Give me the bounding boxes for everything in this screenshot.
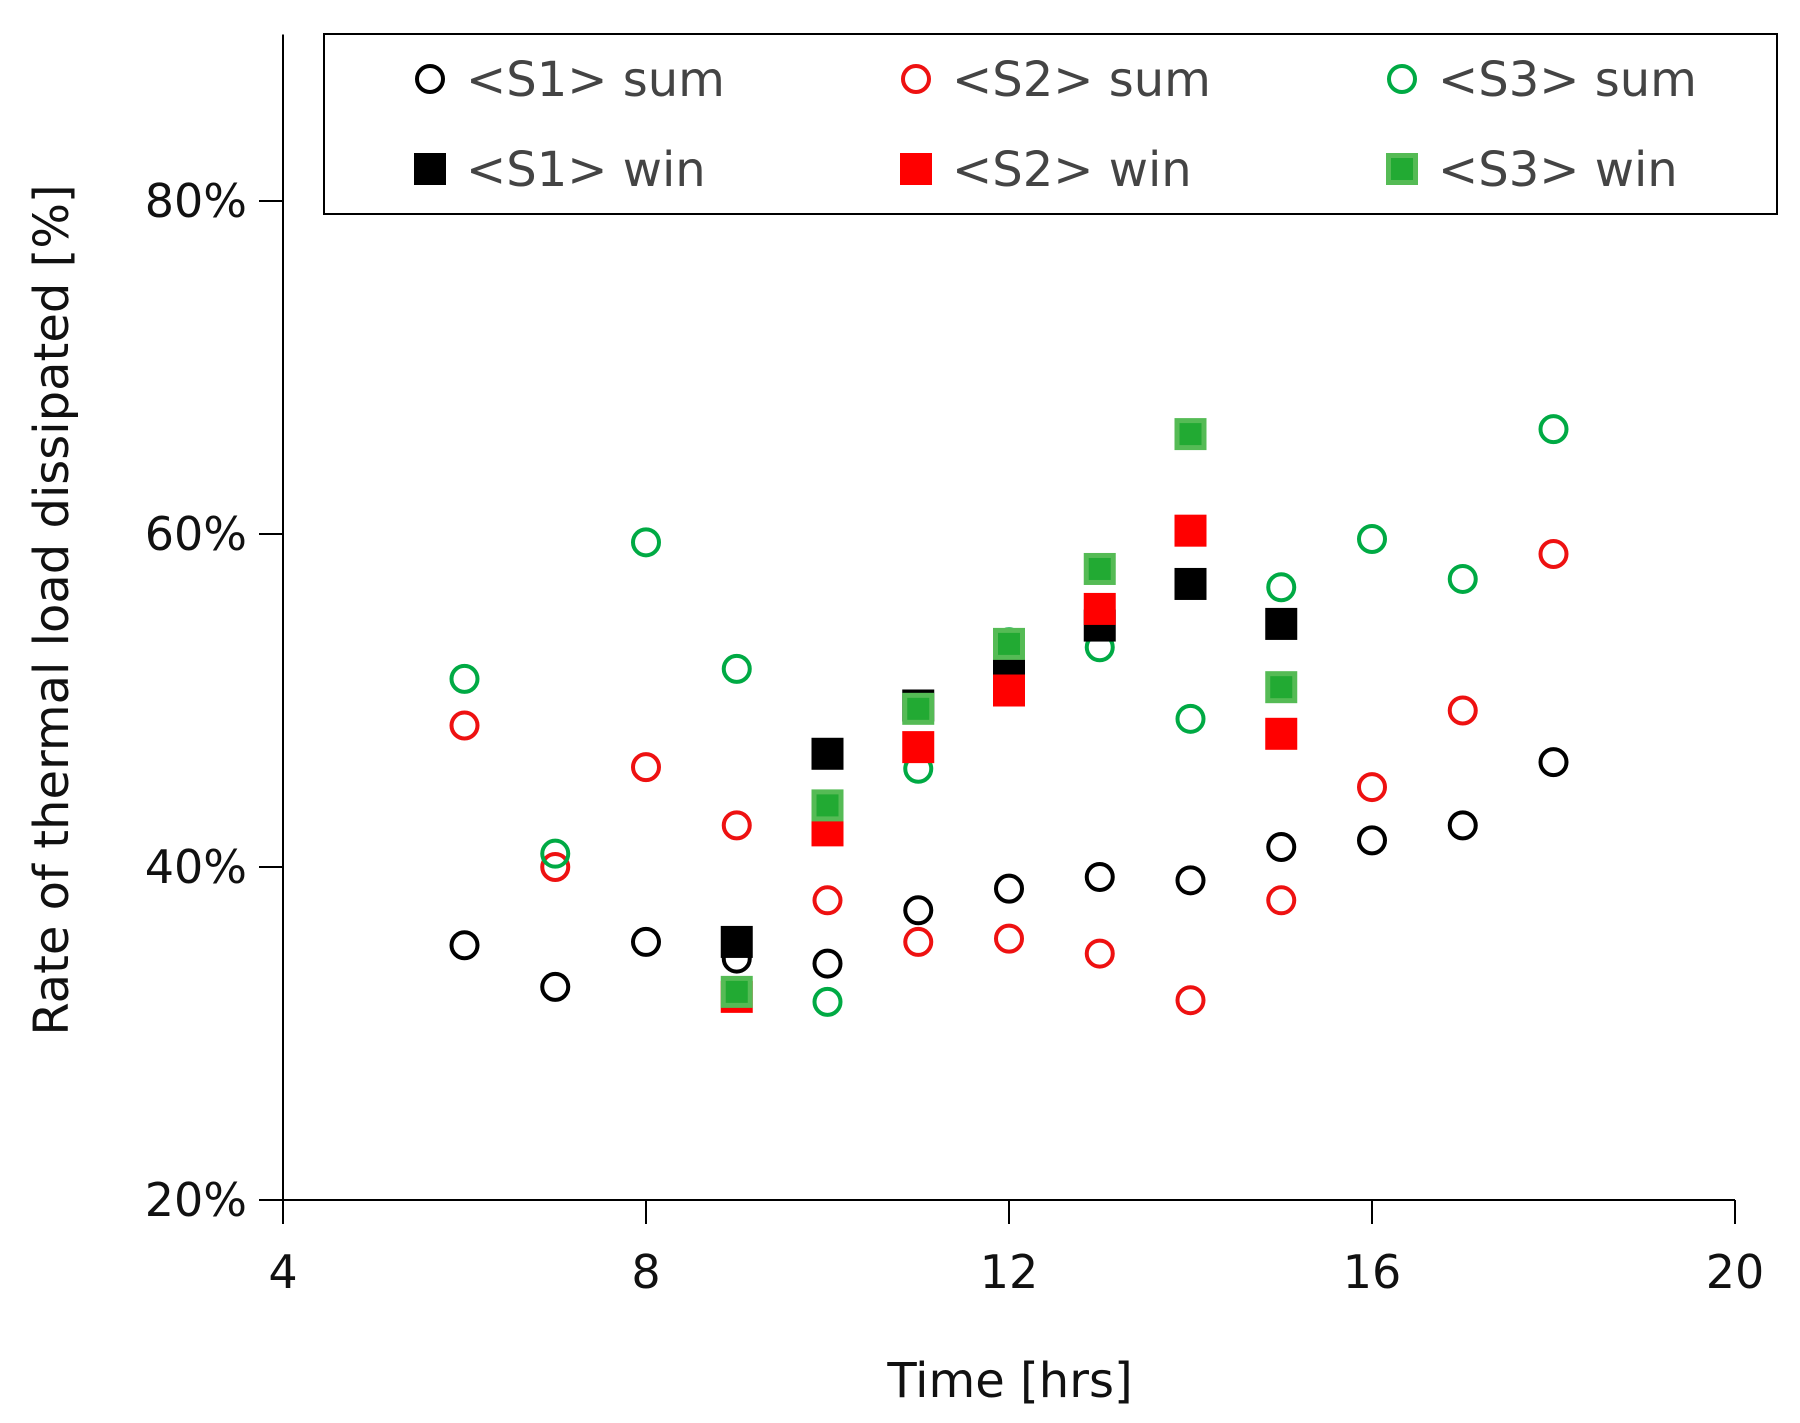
y-tick-label: 80%: [145, 174, 247, 228]
point-s3-sum: [540, 838, 571, 869]
point-s1-sum: [1447, 810, 1478, 841]
point-s1-win: [720, 925, 753, 958]
point-s1-sum: [1084, 861, 1115, 892]
point-s2-win: [1174, 514, 1207, 547]
point-s2-sum: [903, 926, 934, 957]
point-s1-sum: [540, 971, 571, 1002]
legend-marker-s2-sum: [901, 64, 931, 94]
point-s3-sum: [631, 527, 661, 558]
y-tick-label: 20%: [145, 1173, 247, 1227]
point-s1-win: [811, 737, 844, 770]
point-s1-sum: [1357, 825, 1387, 856]
point-s2-sum: [1538, 538, 1569, 569]
point-s2-sum: [449, 710, 480, 741]
point-s1-sum: [1266, 832, 1297, 863]
point-s2-sum: [1357, 772, 1387, 803]
point-s2-sum: [1266, 885, 1297, 916]
point-s3-sum: [812, 986, 843, 1017]
point-s3-sum: [449, 663, 480, 694]
legend-label-s3-win: <S3> win: [1438, 142, 1678, 198]
point-s2-sum: [812, 885, 843, 916]
point-s1-sum: [631, 926, 661, 957]
point-s2-sum: [1447, 695, 1478, 726]
y-axis-title: Rate of thermal load dissipated [%]: [24, 184, 80, 1035]
point-s2-sum: [721, 810, 752, 841]
point-s1-sum: [812, 948, 843, 979]
point-s3-sum: [1357, 523, 1387, 554]
y-tick-label: 40%: [145, 840, 247, 894]
legend-label-s2-sum: <S2> sum: [952, 52, 1211, 108]
point-s1-sum: [1175, 865, 1206, 896]
point-s1-sum: [449, 930, 480, 961]
legend-marker-s2-win: [900, 153, 932, 185]
x-tick-label: 12: [980, 1245, 1039, 1299]
legend-marker-s3-sum: [1387, 64, 1417, 94]
point-s3-sum: [1538, 414, 1569, 445]
x-tick-label: 20: [1706, 1245, 1765, 1299]
legend-marker-s3-win: [1386, 153, 1418, 185]
point-s3-sum: [1447, 563, 1478, 594]
point-s1-win: [1265, 607, 1298, 640]
point-s2-sum: [1084, 938, 1115, 969]
point-s1-sum: [1538, 747, 1569, 778]
legend-label-s3-sum: <S3> sum: [1438, 52, 1697, 108]
point-s2-sum: [631, 752, 661, 783]
legend-marker-s1-win: [414, 153, 446, 185]
point-s3-win: [1083, 552, 1116, 585]
legend-label-s2-win: <S2> win: [952, 142, 1192, 198]
point-s2-win: [1083, 592, 1116, 625]
point-s3-win: [1265, 671, 1298, 704]
point-s3-win: [993, 627, 1025, 660]
point-s3-sum: [721, 653, 752, 684]
x-tick-label: 8: [631, 1245, 660, 1299]
point-s3-sum: [1175, 703, 1206, 734]
legend-marker-s1-sum: [415, 64, 445, 94]
y-tick-label: 60%: [145, 507, 247, 561]
point-s2-sum: [1175, 985, 1206, 1016]
point-s3-win: [811, 789, 844, 822]
point-s2-win: [993, 674, 1025, 707]
point-s3-win: [720, 975, 753, 1008]
point-s2-win: [902, 731, 935, 764]
point-s3-win: [1174, 418, 1207, 451]
x-tick-label: 16: [1343, 1245, 1402, 1299]
point-s2-sum: [994, 923, 1024, 954]
point-s3-sum: [1266, 572, 1297, 603]
point-s2-win: [1265, 717, 1298, 750]
legend-label-s1-win: <S1> win: [466, 142, 706, 198]
legend-label-s1-sum: <S1> sum: [466, 52, 725, 108]
point-s1-win: [1174, 567, 1207, 600]
point-s2-sum: [540, 852, 571, 882]
point-s1-sum: [903, 895, 934, 926]
x-tick-label: 4: [268, 1245, 297, 1299]
point-s1-sum: [994, 873, 1024, 904]
legend-box: [323, 33, 1778, 215]
point-s3-win: [902, 692, 935, 725]
x-axis-title: Time [hrs]: [886, 1353, 1132, 1409]
